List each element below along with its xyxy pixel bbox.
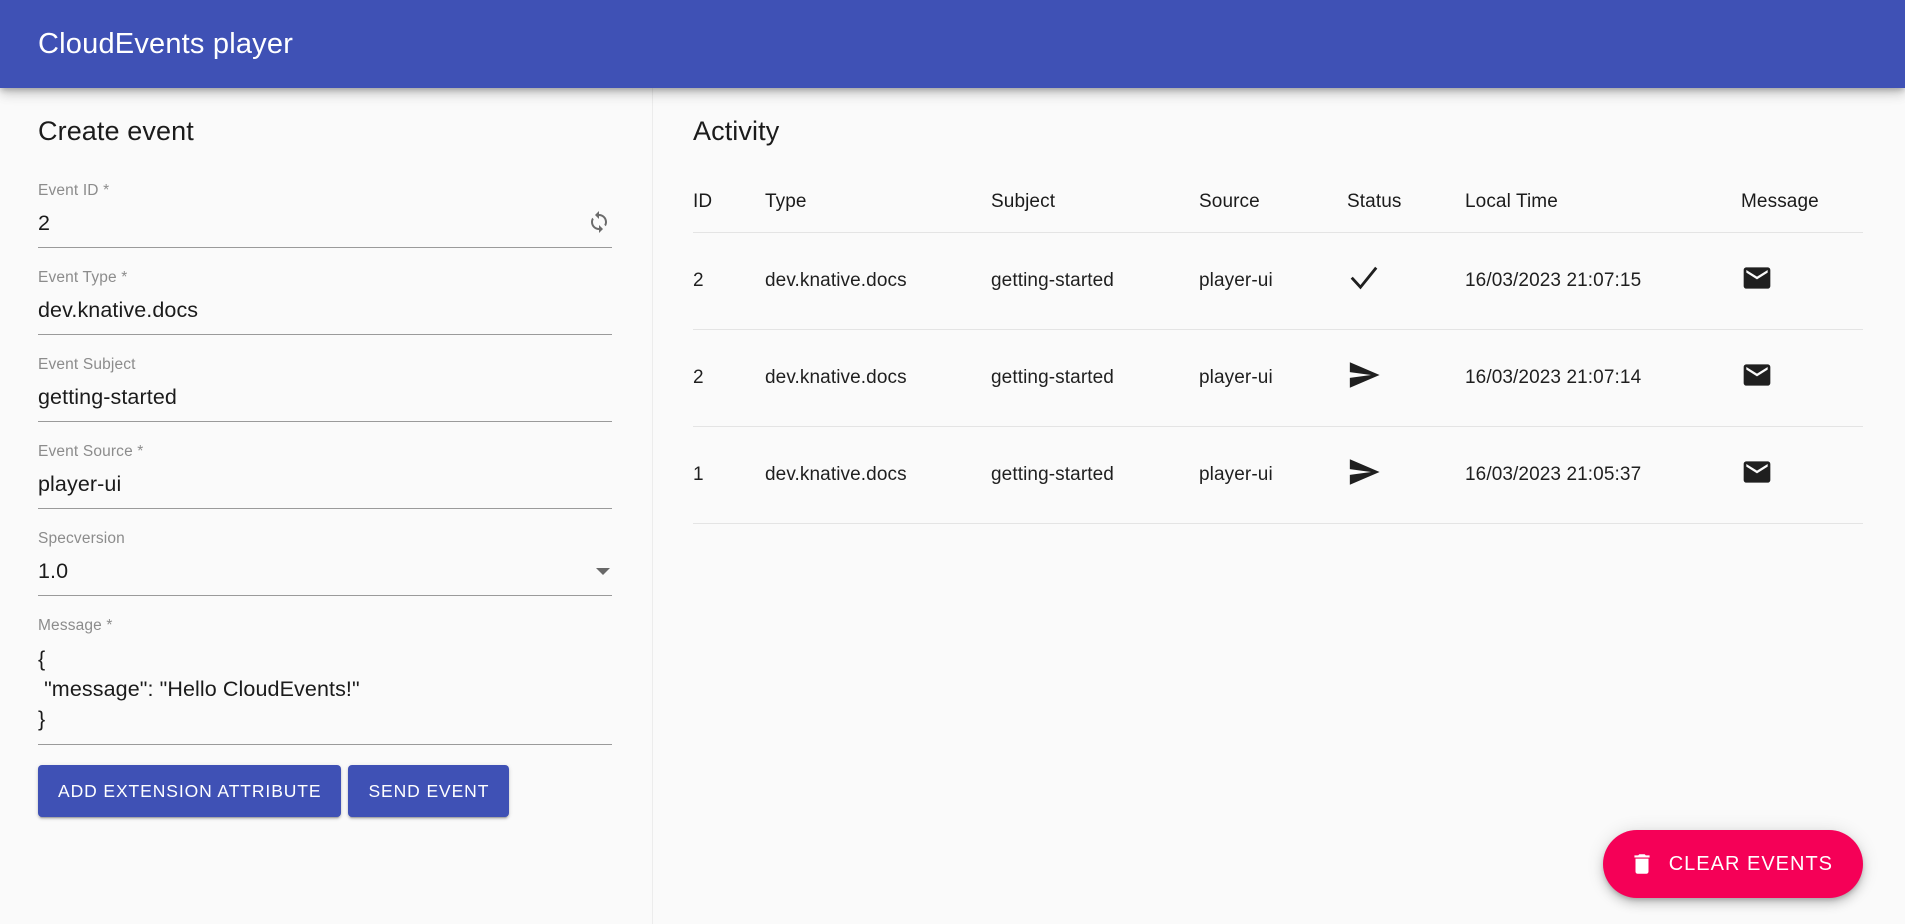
field-label-event-source: Event Source * [38,443,144,460]
cell-source: player-ui [1199,426,1347,524]
send-event-button[interactable]: SEND EVENT [348,765,510,817]
cell-message [1741,232,1863,330]
field-message[interactable]: Message * { "message": "Hello CloudEvent… [38,608,612,745]
send-icon [1347,455,1381,489]
field-label-specversion: Specversion [38,530,125,547]
table-row[interactable]: 2 dev.knative.docs getting-started playe… [693,232,1863,330]
column-header-source: Source [1199,173,1347,233]
field-label-event-type: Event Type * [38,269,128,286]
field-label-message: Message * [38,617,113,634]
event-source-input[interactable]: player-ui [38,472,122,496]
event-id-input[interactable]: 2 [38,211,51,235]
event-subject-input[interactable]: getting-started [38,385,177,409]
clear-events-button[interactable]: CLEAR EVENTS [1602,830,1863,898]
activity-table-head: ID Type Subject Source Status Local Time… [693,173,1863,233]
cell-id: 2 [693,329,765,427]
trash-icon [1629,851,1655,877]
sync-icon[interactable] [586,209,612,235]
cell-status [1347,232,1465,330]
column-header-subject: Subject [991,173,1199,233]
app-title: CloudEvents player [38,27,294,60]
activity-table-body: 2 dev.knative.docs getting-started playe… [693,232,1863,524]
cell-id: 1 [693,426,765,524]
cell-local-time: 16/03/2023 21:07:14 [1465,329,1741,427]
field-underline-message: { "message": "Hello CloudEvents!" } [38,644,612,745]
email-icon[interactable] [1741,456,1773,488]
activity-panel: Activity ID Type Subject Source Status L… [653,88,1905,924]
add-extension-attribute-button[interactable]: ADD EXTENSION ATTRIBUTE [38,765,342,817]
cell-type: dev.knative.docs [765,329,991,427]
field-underline-specversion: 1.0 [38,557,612,596]
activity-header-row: ID Type Subject Source Status Local Time… [693,173,1863,233]
field-underline-event-type: dev.knative.docs [38,296,612,335]
cell-message [1741,329,1863,427]
field-label-event-subject: Event Subject [38,356,136,373]
column-header-local-time: Local Time [1465,173,1741,233]
cell-subject: getting-started [991,426,1199,524]
field-underline-event-subject: getting-started [38,383,612,422]
specversion-select-value[interactable]: 1.0 [38,559,69,583]
field-specversion[interactable]: Specversion 1.0 [38,521,612,596]
cell-status [1347,329,1465,427]
cell-local-time: 16/03/2023 21:05:37 [1465,426,1741,524]
column-header-status: Status [1347,173,1465,233]
column-header-message: Message [1741,173,1863,233]
event-type-input[interactable]: dev.knative.docs [38,298,199,322]
column-header-id: ID [693,173,765,233]
cell-local-time: 16/03/2023 21:07:15 [1465,232,1741,330]
field-event-source[interactable]: Event Source * player-ui [38,434,612,509]
cell-source: player-ui [1199,329,1347,427]
cell-message [1741,426,1863,524]
field-event-id[interactable]: Event ID * 2 [38,173,612,248]
send-icon [1347,358,1381,392]
check-icon [1347,261,1381,295]
cell-subject: getting-started [991,232,1199,330]
activity-table: ID Type Subject Source Status Local Time… [693,173,1863,524]
table-row[interactable]: 2 dev.knative.docs getting-started playe… [693,329,1863,427]
cell-type: dev.knative.docs [765,232,991,330]
field-event-subject[interactable]: Event Subject getting-started [38,347,612,422]
cell-type: dev.knative.docs [765,426,991,524]
create-event-panel: Create event Event ID * 2 Event Type * d… [0,88,653,924]
app-toolbar: CloudEvents player [0,0,1905,88]
table-row[interactable]: 1 dev.knative.docs getting-started playe… [693,426,1863,524]
dropdown-arrow-icon[interactable] [596,568,610,575]
cell-status [1347,426,1465,524]
cell-source: player-ui [1199,232,1347,330]
field-underline-event-id: 2 [38,209,612,248]
create-event-heading: Create event [38,116,194,146]
email-icon[interactable] [1741,359,1773,391]
email-icon[interactable] [1741,262,1773,294]
create-event-actions: ADD EXTENSION ATTRIBUTE SEND EVENT [38,765,612,817]
page-body: Create event Event ID * 2 Event Type * d… [0,88,1905,924]
cell-subject: getting-started [991,329,1199,427]
field-label-event-id: Event ID * [38,182,110,199]
message-textarea[interactable]: { "message": "Hello CloudEvents!" } [38,647,360,731]
field-underline-event-source: player-ui [38,470,612,509]
activity-heading: Activity [693,116,780,146]
clear-events-label: CLEAR EVENTS [1668,852,1833,875]
column-header-type: Type [765,173,991,233]
cell-id: 2 [693,232,765,330]
field-event-type[interactable]: Event Type * dev.knative.docs [38,260,612,335]
